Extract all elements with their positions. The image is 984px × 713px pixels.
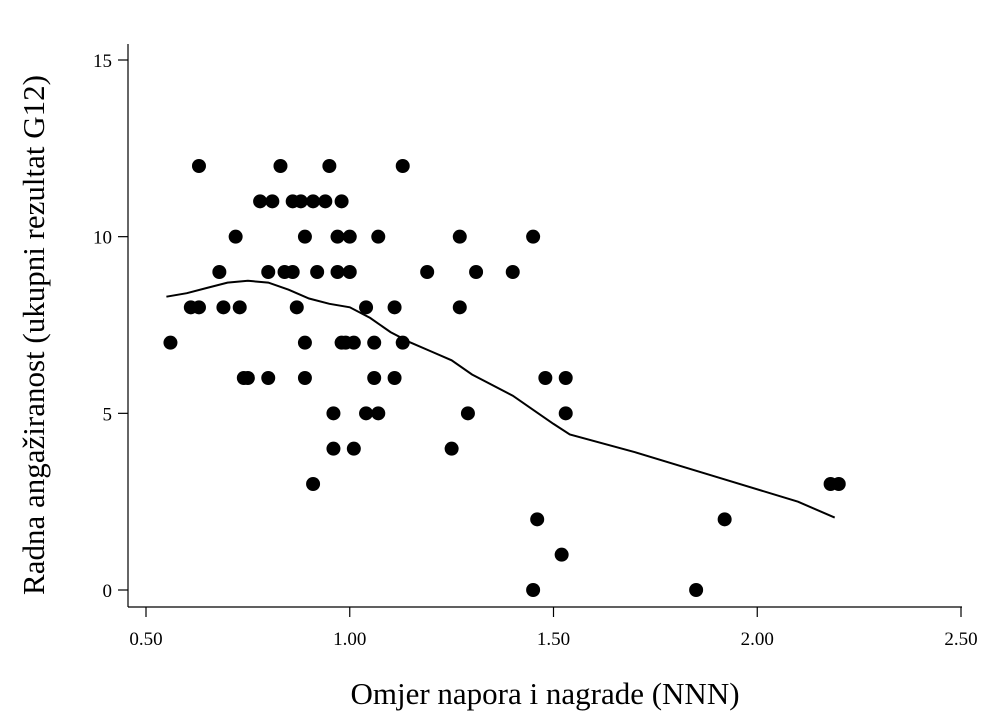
data-point	[359, 300, 374, 315]
data-point	[717, 512, 732, 527]
data-point	[526, 583, 541, 597]
data-point	[420, 265, 435, 279]
x-tick-label: 1.00	[333, 629, 366, 650]
data-point	[395, 159, 410, 173]
data-point	[346, 441, 361, 456]
data-point	[460, 406, 475, 421]
x-axis: 0.50 1.00 1.50 2.00 2.50	[128, 606, 978, 650]
data-point	[310, 265, 325, 279]
x-tick-label: 2.50	[944, 629, 977, 650]
data-point	[558, 406, 573, 421]
data-point	[452, 229, 467, 244]
data-point	[371, 229, 386, 244]
y-axis-title: Radna angažiranost (ukupni rezultat G12)	[16, 75, 51, 595]
data-point	[285, 265, 300, 279]
data-point	[387, 300, 402, 315]
data-point	[469, 265, 484, 279]
data-point	[558, 371, 573, 385]
data-point	[530, 512, 545, 527]
plot-area	[163, 159, 846, 597]
data-point	[273, 159, 288, 173]
data-point	[261, 265, 276, 279]
data-point	[526, 229, 541, 244]
data-point	[367, 371, 382, 385]
data-point	[322, 159, 337, 173]
data-point	[505, 265, 520, 279]
data-point	[265, 194, 280, 209]
y-tick-label: 0	[103, 581, 113, 602]
x-tick-label: 1.50	[537, 629, 570, 650]
data-point	[359, 406, 374, 421]
data-point	[306, 477, 321, 491]
data-point	[334, 194, 349, 209]
data-point	[538, 371, 553, 385]
data-point	[297, 335, 312, 350]
data-point	[318, 194, 333, 209]
y-axis: 0 5 10 15	[93, 44, 129, 607]
data-point	[228, 229, 243, 244]
data-point	[216, 300, 231, 315]
data-point	[554, 547, 569, 562]
data-point	[293, 194, 308, 209]
data-point	[444, 441, 459, 456]
data-point	[261, 371, 276, 385]
x-tick-label: 0.50	[129, 629, 162, 650]
data-point	[346, 335, 361, 350]
y-tick-label: 5	[103, 404, 113, 425]
data-point	[326, 406, 341, 421]
x-tick-label: 2.00	[741, 629, 774, 650]
data-point	[452, 300, 467, 315]
data-point	[367, 335, 382, 350]
data-point	[342, 265, 357, 279]
data-point	[191, 300, 206, 315]
data-point	[342, 229, 357, 244]
data-point	[297, 229, 312, 244]
data-point	[240, 371, 255, 385]
y-tick-label: 10	[93, 228, 112, 249]
data-point	[297, 371, 312, 385]
data-point	[330, 229, 345, 244]
data-point	[330, 265, 345, 279]
data-point	[289, 300, 304, 315]
x-axis-title: Omjer napora i nagrade (NNN)	[350, 676, 739, 711]
y-tick-label: 15	[93, 51, 112, 72]
data-point	[831, 477, 846, 491]
data-point	[306, 194, 321, 209]
data-point	[191, 159, 206, 173]
data-point	[689, 583, 704, 597]
data-point	[371, 406, 386, 421]
data-point	[212, 265, 227, 279]
lowess-fit-line	[166, 279, 836, 519]
data-point	[326, 441, 341, 456]
data-point	[163, 335, 178, 350]
data-point	[387, 371, 402, 385]
data-point	[253, 194, 268, 209]
data-point	[232, 300, 247, 315]
